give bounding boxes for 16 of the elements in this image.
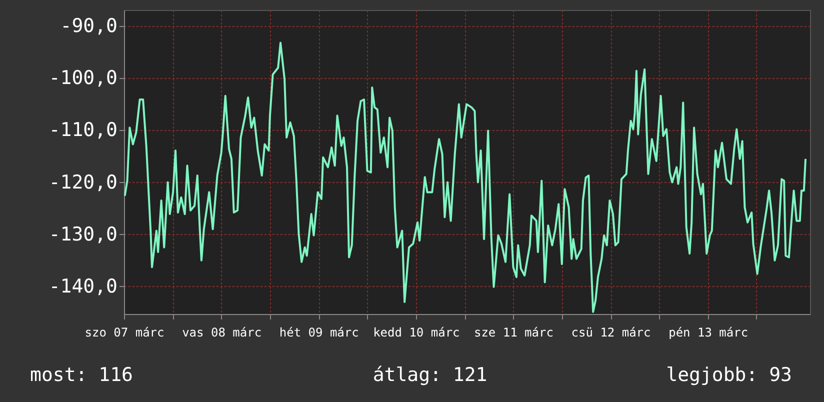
- y-tick-label: -140,0: [48, 275, 118, 298]
- text: átlag: 121: [372, 364, 488, 386]
- x-tick-label: kedd 10 márc: [373, 326, 460, 340]
- x-tick-label: hét 09 márc: [279, 326, 359, 340]
- y-tick-label: -130,0: [48, 223, 118, 246]
- x-tick-label: sze 11 márc: [474, 326, 554, 340]
- y-tick-label: -100,0: [48, 67, 118, 90]
- x-tick-label: csü 12 márc: [571, 326, 651, 340]
- x-tick-label: vas 08 márc: [182, 326, 262, 340]
- y-tick-label: -110,0: [48, 119, 118, 142]
- y-tick-label: -120,0: [48, 171, 118, 194]
- x-tick-label: szo 07 márc: [84, 326, 164, 340]
- x-tick-label: pén 13 márc: [668, 326, 748, 340]
- y-tick-label: -90,0: [60, 15, 118, 38]
- text: legjobb: 93: [666, 364, 792, 386]
- text: most: 116: [30, 364, 133, 386]
